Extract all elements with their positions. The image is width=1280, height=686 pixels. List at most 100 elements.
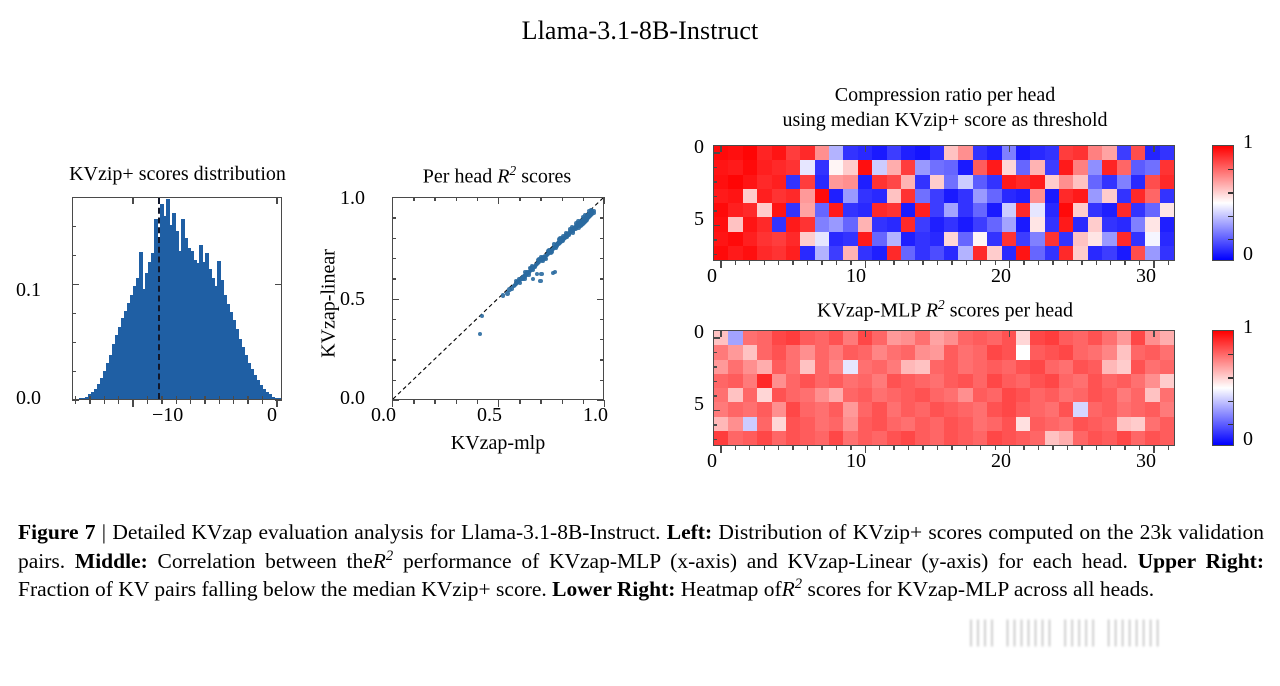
scatter-point (509, 286, 514, 291)
heatmap-cell (944, 359, 959, 374)
histogram-bar (94, 388, 98, 399)
heatmap-cell (1159, 331, 1174, 346)
heatmap-cell (1059, 245, 1074, 260)
heatmap-cell (1044, 231, 1059, 246)
heatmap-cell (1087, 160, 1103, 175)
heatmap-cell (1001, 160, 1016, 175)
histogram-bar (268, 394, 272, 399)
heatmap-cell (1001, 430, 1016, 445)
heatmap-cell (1015, 231, 1031, 246)
heatmap-cell (757, 146, 772, 161)
heatmap-cell (1059, 402, 1074, 417)
heatmap-cell (1030, 359, 1045, 374)
heatmap-cell (1030, 146, 1045, 161)
heatmap-cell (1145, 402, 1160, 417)
heatmap-cell (814, 373, 829, 388)
heatmap-cell (1015, 402, 1031, 417)
r2-heatmap-title-math: R (925, 299, 938, 322)
scatter-title-plain: Per head (422, 165, 498, 188)
heatmap-cell (929, 188, 944, 203)
heatmap-cell (1073, 430, 1088, 445)
heatmap-cell (972, 203, 988, 218)
heatmap-cell (714, 388, 729, 403)
compression-ytick-0: 0 (694, 136, 704, 158)
caption-left-text: Distribution of KVzip+ scores computed o… (18, 520, 1265, 573)
heatmap-cell (987, 146, 1002, 161)
histogram-bar (229, 312, 233, 399)
scatter-point (545, 248, 550, 253)
scatter-point (530, 277, 536, 282)
heatmap-cell (728, 416, 743, 431)
heatmap-cell (1030, 416, 1045, 431)
heatmap-cell (987, 359, 1002, 374)
histogram-bar (184, 237, 188, 399)
heatmap-cell (771, 245, 786, 260)
heatmap-cell (1130, 174, 1146, 189)
heatmap-cell (1059, 345, 1074, 360)
heatmap-cell (857, 160, 873, 175)
histogram-bar (169, 225, 173, 399)
heatmap-cell (972, 174, 988, 189)
heatmap-cell (843, 160, 858, 175)
heatmap-cell (728, 373, 743, 388)
heatmap-cell (872, 146, 887, 161)
compression-heatmap-cells (714, 146, 1174, 260)
heatmap-cell (829, 331, 844, 346)
heatmap-cell (800, 188, 815, 203)
heatmap-cell (742, 345, 758, 360)
r2-xtick-2: 20 (991, 450, 1011, 472)
scatter-point (536, 257, 541, 263)
heatmap-cell (1130, 231, 1146, 246)
histogram-bar (118, 327, 122, 399)
heatmap-cell (1015, 388, 1031, 403)
histogram-bar (217, 260, 221, 399)
histogram-bar (166, 199, 170, 399)
heatmap-cell (785, 231, 801, 246)
heatmap-cell (829, 373, 844, 388)
heatmap-cell (829, 416, 844, 431)
heatmap-cell (972, 345, 988, 360)
scatter-point (539, 254, 544, 260)
scatter-point (527, 265, 532, 271)
scatter-title-math-sup: 2 (509, 163, 517, 178)
heatmap-cell (1102, 188, 1117, 203)
heatmap-cell (814, 245, 829, 260)
histogram-bar (163, 215, 167, 399)
heatmap-cell (1102, 373, 1117, 388)
heatmap-cell (771, 231, 786, 246)
compression-xtick-0: 0 (707, 265, 717, 287)
heatmap-cell (1130, 203, 1146, 218)
heatmap-cell (800, 373, 815, 388)
heatmap-cell (987, 388, 1002, 403)
heatmap-cell (843, 231, 858, 246)
heatmap-cell (1073, 331, 1088, 346)
r2-xtick-1: 10 (846, 450, 866, 472)
heatmap-cell (1001, 388, 1016, 403)
heatmap-cell (1116, 416, 1131, 431)
heatmap-cell (800, 331, 815, 346)
r2-colorbar-max: 1 (1243, 316, 1253, 338)
heatmap-cell (900, 359, 916, 374)
heatmap-cell (785, 331, 801, 346)
heatmap-cell (728, 146, 743, 161)
heatmap-cell (800, 160, 815, 175)
heatmap-cell (944, 430, 959, 445)
heatmap-cell (1145, 231, 1160, 246)
heatmap-cell (1030, 174, 1045, 189)
heatmap-cell (857, 146, 873, 161)
heatmap-cell (900, 217, 916, 232)
heatmap-cell (1044, 373, 1059, 388)
heatmap-cell (857, 203, 873, 218)
heatmap-cell (886, 430, 901, 445)
heatmap-cell (915, 146, 930, 161)
heatmap-cell (742, 402, 758, 417)
heatmap-cell (1116, 430, 1131, 445)
heatmap-cell (915, 231, 930, 246)
histogram-bar (226, 303, 230, 399)
heatmap-cell (1087, 373, 1103, 388)
heatmap-cell (742, 430, 758, 445)
heatmap-cell (800, 388, 815, 403)
histogram-bar (220, 279, 224, 399)
heatmap-cell (757, 359, 772, 374)
heatmap-cell (757, 331, 772, 346)
